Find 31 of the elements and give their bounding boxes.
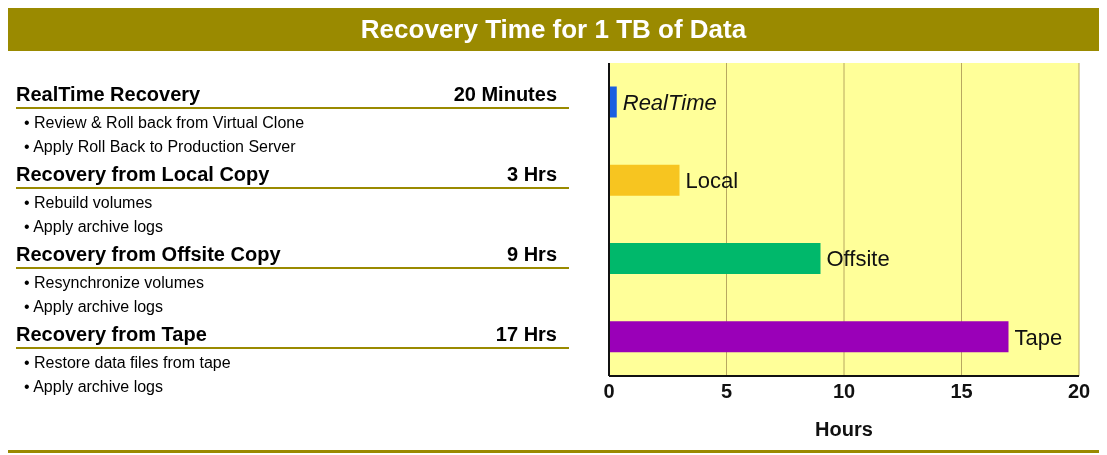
y-tick-label: Tape (1014, 324, 1063, 350)
x-tick-label: 0 (603, 380, 615, 403)
x-tick-label: 10 (832, 380, 856, 403)
text: 3 Hrs (506, 162, 557, 187)
x-axis-title: Hours (815, 418, 873, 440)
text: 17 Hrs (495, 322, 557, 347)
y-tick-label: RealTime (622, 89, 717, 115)
chart-title: Recovery Time for 1 TB of Data (8, 8, 1099, 51)
x-tick-label: 5 (720, 380, 733, 403)
bar (609, 321, 1009, 353)
text: Recovery from Local Copy (16, 162, 270, 187)
bar (609, 242, 821, 274)
text: • Apply Roll Back to Production Server (24, 137, 297, 157)
text: • Resynchronize volumes (24, 273, 205, 293)
text: • Restore data files from tape (24, 353, 232, 373)
text: Recovery from Offsite Copy (16, 242, 281, 267)
text: • Review & Roll back from Virtual Clone (24, 113, 306, 133)
x-tick-label: 20 (1067, 380, 1091, 403)
bar (609, 164, 680, 196)
text: • Apply archive logs (24, 217, 164, 237)
text: 20 Minutes (453, 82, 557, 107)
x-tick-label: 15 (950, 380, 973, 403)
text: • Rebuild volumes (24, 193, 154, 213)
text: 9 Hrs (506, 242, 557, 267)
text: Recovery from Tape (16, 322, 207, 347)
text: • Apply archive logs (24, 377, 164, 397)
bar (609, 86, 617, 118)
text: RealTime Recovery (16, 82, 201, 107)
text: • Apply archive logs (24, 297, 164, 317)
y-tick-label: Offsite (826, 246, 890, 272)
y-tick-label: Local (685, 168, 739, 194)
